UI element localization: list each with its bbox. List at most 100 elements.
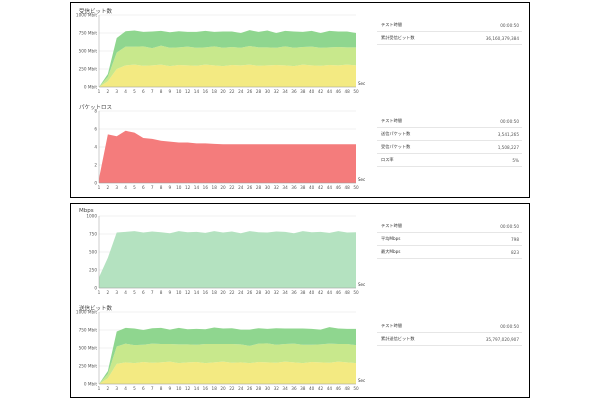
x-tick-label: 42 [318, 386, 324, 391]
x-tick-label: 32 [274, 290, 280, 295]
x-tick-label: 26 [247, 290, 253, 295]
stat-row: 累計受信ビット数 36,160,379,384 [377, 32, 522, 45]
x-tick-label: 50 [353, 89, 359, 94]
x-tick-label: 22 [229, 290, 235, 295]
y-tick-label: 1000 [86, 214, 97, 219]
x-tick-label: 40 [309, 185, 315, 190]
x-tick-label: 28 [256, 185, 262, 190]
series-area [99, 231, 356, 288]
x-tick-label: 42 [318, 185, 324, 190]
series-area [99, 361, 356, 384]
receive-title: 受信ビット数 [79, 9, 113, 15]
stat-row: テスト時間 00:00:50 [377, 220, 522, 233]
top-panel: 受信ビット数 1000 Mbit 750 Mbit 500 Mbit 250 Mbit… [70, 2, 530, 198]
x-tick-label: 48 [344, 185, 350, 190]
x-tick-label: 46 [336, 290, 342, 295]
stat-row: 受信パケット数 1,508,227 [377, 141, 522, 154]
stat-row: 送信パケット数 3,541,265 [377, 128, 522, 141]
x-tick-label: 4 [124, 290, 127, 295]
stat-row: テスト時間 00:00:50 [377, 19, 522, 32]
packet-loss-title: パケットロス [79, 105, 113, 111]
x-tick-label: 44 [327, 185, 333, 190]
x-tick-label: 36 [291, 386, 297, 391]
series-area [99, 327, 356, 384]
x-tick-label: 32 [274, 185, 280, 190]
y-tick-label: 0 [94, 286, 97, 291]
x-tick-label: 9 [169, 386, 172, 391]
stat-row: 累計送信ビット数 35,797,020,907 [377, 333, 522, 346]
x-tick-label: 36 [291, 89, 297, 94]
x-tick-label: 1 [98, 89, 101, 94]
x-tick-label: 2 [107, 89, 110, 94]
series-area [99, 64, 356, 87]
x-tick-label: 22 [229, 386, 235, 391]
x-tick-label: 22 [229, 185, 235, 190]
x-tick-label: 30 [265, 386, 271, 391]
x-tick-label: 10 [176, 290, 182, 295]
x-tick-label: 24 [238, 386, 244, 391]
x-tick-label: 26 [247, 185, 253, 190]
y-tick-label: 750 Mbit [79, 31, 98, 36]
x-tick-label: 40 [309, 386, 315, 391]
x-tick-label: 18 [212, 185, 218, 190]
x-tick-label: 9 [169, 185, 172, 190]
x-tick-label: 1 [98, 290, 101, 295]
x-tick-label: 2 [107, 290, 110, 295]
x-tick-label: 2 [107, 185, 110, 190]
x-tick-label: 6 [142, 89, 145, 94]
x-tick-label: 1 [98, 386, 101, 391]
y-tick-label: 250 [89, 268, 97, 273]
y-tick-label: 750 Mbit [79, 328, 98, 333]
x-tick-label: 2 [107, 386, 110, 391]
x-tick-label: 18 [212, 290, 218, 295]
x-tick-label: 5 [133, 185, 136, 190]
x-tick-label: 9 [169, 290, 172, 295]
x-tick-label: 1 [98, 185, 101, 190]
x-tick-label: 34 [282, 89, 288, 94]
x-tick-label: 28 [256, 89, 262, 94]
x-tick-label: 32 [274, 386, 280, 391]
series-area [99, 130, 356, 183]
x-tick-label: 14 [194, 386, 200, 391]
bottom-panel: Mbps 1000 750 500 250 0 1 2 3 4 5 6 7 8 9 10 12 14 16 18 20… [70, 203, 530, 398]
stat-row: 最大Mbps 823 [377, 246, 522, 259]
x-tick-label: 8 [160, 386, 163, 391]
send-title: 送信ビット数 [79, 306, 113, 312]
x-tick-label: 10 [176, 185, 182, 190]
x-tick-label: 36 [291, 185, 297, 190]
x-tick-label: 3 [115, 89, 118, 94]
x-tick-label: 48 [344, 89, 350, 94]
x-tick-label: 46 [336, 89, 342, 94]
x-tick-label: 26 [247, 89, 253, 94]
x-tick-label: 44 [327, 290, 333, 295]
y-tick-label: 1000 Mbit [76, 310, 97, 315]
x-tick-label: 12 [185, 185, 191, 190]
x-tick-label: 40 [309, 89, 315, 94]
x-tick-label: 42 [318, 290, 324, 295]
x-tick-label: 4 [124, 89, 127, 94]
x-tick-label: 38 [300, 185, 306, 190]
y-tick-label: 2 [94, 163, 97, 168]
x-unit-label: Sec [358, 177, 365, 182]
x-tick-label: 38 [300, 89, 306, 94]
x-tick-label: 7 [151, 185, 154, 190]
y-tick-label: 750 [89, 232, 97, 237]
x-tick-label: 24 [238, 89, 244, 94]
x-tick-label: 6 [142, 386, 145, 391]
y-tick-label: 0 [94, 181, 97, 186]
x-tick-label: 8 [160, 89, 163, 94]
y-tick-label: 250 Mbit [79, 364, 98, 369]
x-tick-label: 42 [318, 89, 324, 94]
x-tick-label: 7 [151, 386, 154, 391]
x-tick-label: 12 [185, 290, 191, 295]
x-tick-label: 24 [238, 290, 244, 295]
x-tick-label: 46 [336, 185, 342, 190]
x-tick-label: 30 [265, 89, 271, 94]
mbps-title: Mbps [79, 208, 94, 214]
x-tick-label: 32 [274, 89, 280, 94]
stat-row: ロス率 5% [377, 154, 522, 167]
x-tick-label: 6 [142, 290, 145, 295]
stat-row: 平均Mbps 798 [377, 233, 522, 246]
